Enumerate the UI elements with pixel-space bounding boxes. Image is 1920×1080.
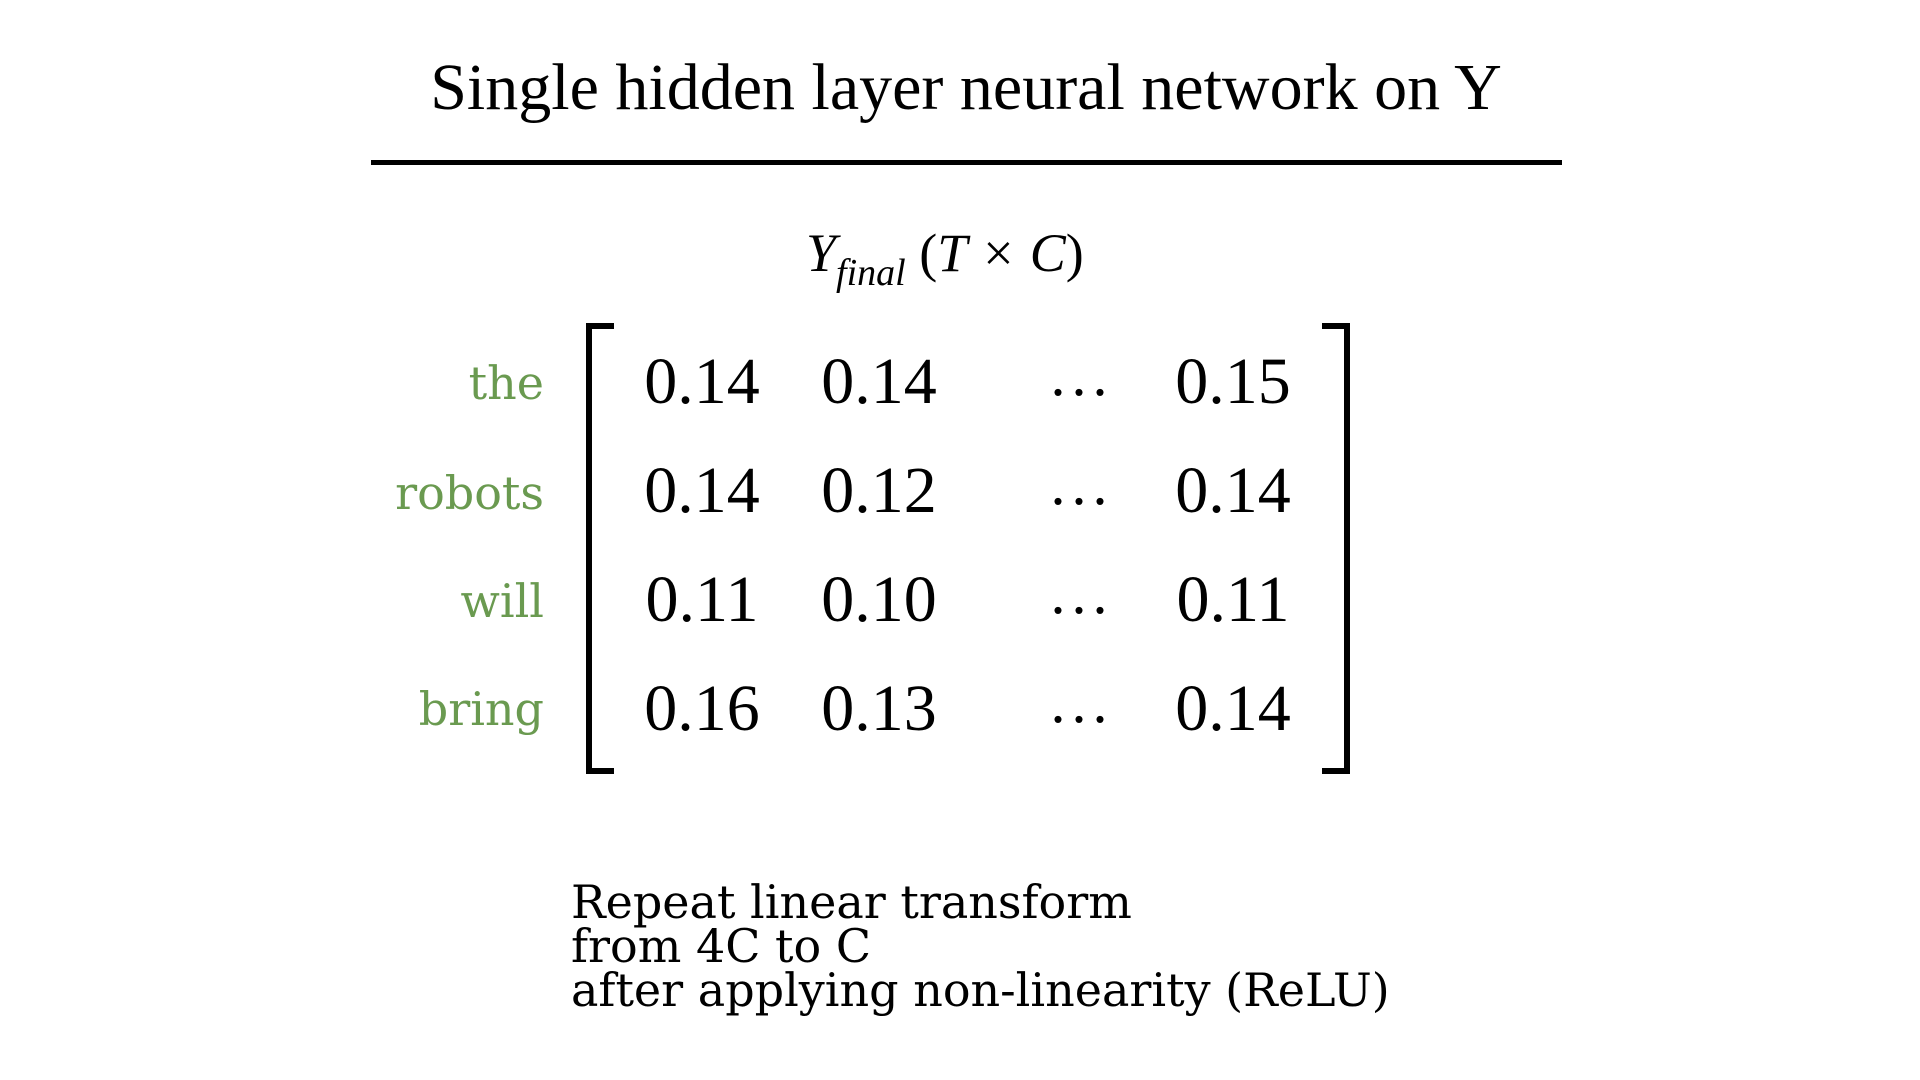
matrix-cell: 0.10: [821, 563, 937, 636]
matrix-cell-ellipsis: ...: [1050, 669, 1114, 735]
caption-line: from 4C to C: [571, 919, 872, 973]
matrix-right-bracket: [1322, 323, 1350, 774]
matrix-cell: 0.16: [644, 672, 760, 745]
matrix-cell: 0.14: [644, 345, 760, 418]
matrix-cell-ellipsis: ...: [1050, 451, 1114, 517]
title-underline: [371, 160, 1562, 165]
caption-line: Repeat linear transform: [571, 875, 1132, 929]
matrix-cell: 0.11: [645, 563, 759, 636]
caption-line: after applying non-linearity (ReLU): [571, 963, 1390, 1017]
matrix-cell: 0.15: [1175, 345, 1291, 418]
matrix-label: Yfinal (T × C): [806, 223, 1084, 294]
matrix-cell: 0.11: [1176, 563, 1290, 636]
matrix-cell-ellipsis: ...: [1050, 560, 1114, 626]
matrix-cell: 0.14: [644, 454, 760, 527]
row-label-the: the: [468, 356, 544, 410]
matrix-cell: 0.12: [821, 454, 937, 527]
row-label-robots: robots: [395, 466, 544, 520]
matrix-cell: 0.13: [821, 672, 937, 745]
matrix-cell: 0.14: [1175, 672, 1291, 745]
matrix-cell-ellipsis: ...: [1050, 342, 1114, 408]
page-title: Single hidden layer neural network on Y: [430, 51, 1502, 124]
matrix-label-dims: T × C: [937, 223, 1066, 283]
matrix-left-bracket: [586, 323, 614, 774]
row-label-bring: bring: [418, 682, 544, 736]
matrix-cell: 0.14: [821, 345, 937, 418]
caption: Repeat linear transform from 4C to C aft…: [571, 875, 1390, 1017]
matrix-cell: 0.14: [1175, 454, 1291, 527]
matrix-label-var: Y: [806, 223, 837, 283]
row-label-will: will: [460, 574, 544, 628]
matrix-label-subscript: final: [836, 252, 906, 294]
